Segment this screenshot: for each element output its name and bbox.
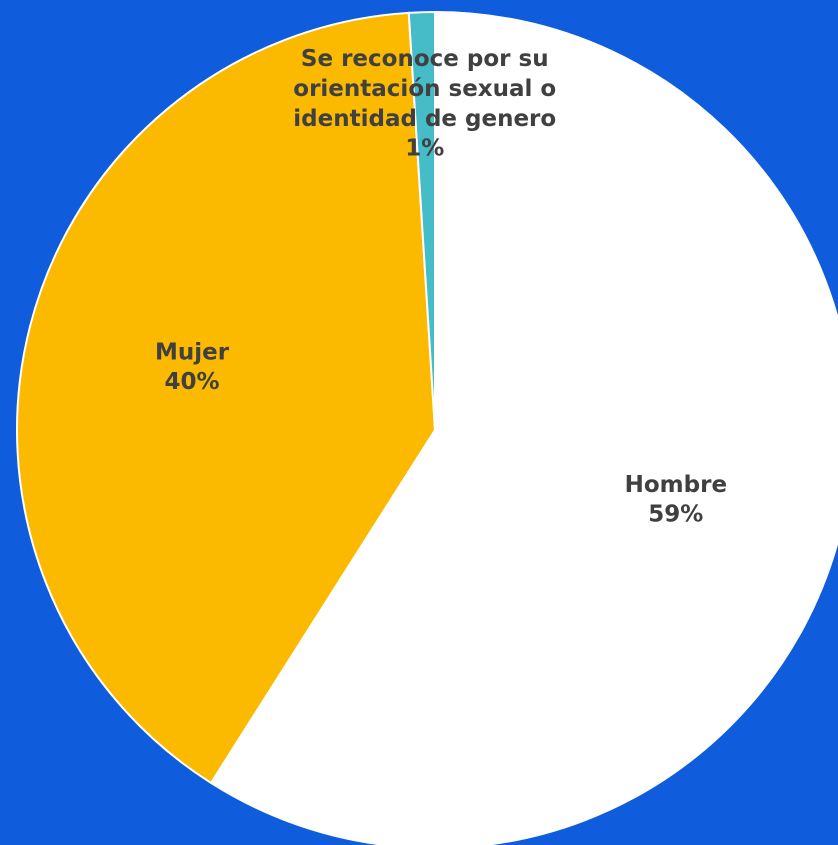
value-label: 59%: [648, 501, 703, 527]
label-line: Hombre: [625, 471, 727, 497]
value-label: 40%: [165, 369, 220, 395]
label-line: Se reconoce por su: [301, 46, 549, 72]
label-line: Mujer: [155, 339, 230, 365]
label-line: identidad de genero: [293, 106, 556, 132]
pie-slice: [209, 10, 838, 845]
label-line: orientación sexual o: [293, 76, 556, 102]
category-label: Se reconoce por su orientación sexual o id…: [293, 46, 556, 132]
value-label: 1%: [405, 136, 444, 162]
category-label: Mujer: [155, 339, 230, 365]
category-label: Hombre: [625, 471, 727, 497]
pie-slice: [16, 11, 437, 785]
pie-slice: [407, 10, 436, 431]
